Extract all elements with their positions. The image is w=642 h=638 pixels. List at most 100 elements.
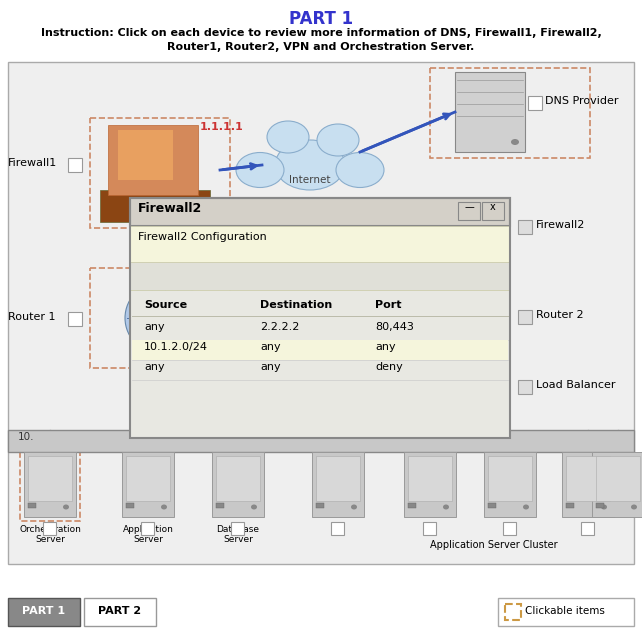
- Text: Source: Source: [144, 300, 187, 310]
- Text: any: any: [375, 342, 395, 352]
- Bar: [518, 310, 532, 324]
- Bar: [596, 503, 604, 508]
- Bar: [566, 503, 574, 508]
- Ellipse shape: [631, 505, 637, 510]
- Ellipse shape: [275, 140, 345, 190]
- Bar: [404, 452, 456, 517]
- Ellipse shape: [161, 505, 167, 510]
- Text: Firewall2: Firewall2: [138, 202, 202, 215]
- Bar: [130, 198, 510, 438]
- Text: 10.: 10.: [18, 432, 35, 442]
- Ellipse shape: [601, 505, 607, 510]
- Bar: [488, 456, 532, 501]
- Bar: [592, 452, 642, 517]
- Bar: [518, 220, 532, 234]
- Text: 1.1.1.1: 1.1.1.1: [200, 122, 244, 132]
- Bar: [216, 456, 260, 501]
- Text: Load Balancer: Load Balancer: [536, 380, 616, 390]
- Bar: [596, 456, 640, 501]
- Text: Port: Port: [375, 300, 401, 310]
- Bar: [231, 522, 244, 535]
- Ellipse shape: [511, 139, 519, 145]
- Ellipse shape: [236, 152, 284, 188]
- Ellipse shape: [351, 505, 357, 510]
- Text: x: x: [490, 202, 496, 212]
- Bar: [430, 68, 590, 158]
- Text: 80,443: 80,443: [375, 322, 414, 332]
- Bar: [108, 125, 198, 195]
- Bar: [68, 158, 82, 172]
- Text: Application
Server: Application Server: [123, 525, 173, 544]
- Text: Internet: Internet: [290, 175, 331, 185]
- Text: 2.2.2.2: 2.2.2.2: [260, 322, 299, 332]
- Bar: [212, 452, 264, 517]
- Ellipse shape: [251, 505, 257, 510]
- Bar: [90, 118, 230, 228]
- Bar: [488, 503, 496, 508]
- Ellipse shape: [125, 281, 205, 355]
- Bar: [20, 448, 80, 521]
- Bar: [316, 456, 360, 501]
- Bar: [505, 604, 521, 620]
- Bar: [8, 62, 634, 564]
- Bar: [24, 452, 76, 517]
- Text: —: —: [464, 202, 474, 212]
- Bar: [132, 340, 508, 360]
- Text: Firewall2: Firewall2: [536, 220, 586, 230]
- Bar: [28, 456, 72, 501]
- Bar: [130, 290, 510, 438]
- Text: Router 2: Router 2: [536, 310, 584, 320]
- Bar: [8, 430, 634, 452]
- Bar: [130, 262, 510, 290]
- Bar: [122, 452, 174, 517]
- Ellipse shape: [317, 124, 359, 156]
- Bar: [118, 130, 173, 180]
- Bar: [43, 522, 56, 535]
- Text: Application Server Cluster: Application Server Cluster: [430, 540, 558, 550]
- Bar: [455, 72, 525, 152]
- Text: any: any: [260, 342, 281, 352]
- Bar: [331, 522, 344, 535]
- Bar: [562, 452, 614, 517]
- Bar: [408, 456, 452, 501]
- Text: any: any: [144, 322, 164, 332]
- Bar: [484, 452, 536, 517]
- Text: any: any: [144, 362, 164, 372]
- Ellipse shape: [267, 121, 309, 153]
- Ellipse shape: [523, 505, 529, 510]
- Text: deny: deny: [375, 362, 403, 372]
- Bar: [141, 522, 154, 535]
- Text: Firewall1: Firewall1: [8, 158, 57, 168]
- Ellipse shape: [443, 505, 449, 510]
- Bar: [126, 503, 134, 508]
- Bar: [84, 598, 156, 626]
- Bar: [130, 198, 510, 226]
- Text: DNS Provider: DNS Provider: [545, 96, 618, 106]
- Bar: [216, 503, 224, 508]
- Bar: [518, 380, 532, 394]
- Bar: [458, 202, 480, 220]
- Bar: [8, 598, 80, 626]
- Bar: [482, 202, 504, 220]
- Bar: [100, 190, 210, 222]
- Bar: [126, 456, 170, 501]
- Ellipse shape: [336, 152, 384, 188]
- Text: PART 1: PART 1: [289, 10, 353, 28]
- Bar: [423, 522, 436, 535]
- Text: PART 2: PART 2: [98, 606, 142, 616]
- Bar: [68, 312, 82, 326]
- Bar: [90, 268, 230, 368]
- Bar: [130, 226, 510, 262]
- Text: Router1, Router2, VPN and Orchestration Server.: Router1, Router2, VPN and Orchestration …: [168, 42, 474, 52]
- Text: Database
Server: Database Server: [216, 525, 259, 544]
- Text: Router 1: Router 1: [8, 312, 55, 322]
- Text: any: any: [260, 362, 281, 372]
- Bar: [503, 522, 516, 535]
- Bar: [408, 503, 416, 508]
- Bar: [316, 503, 324, 508]
- Text: Orchestration
Server: Orchestration Server: [19, 525, 81, 544]
- Bar: [581, 522, 594, 535]
- Bar: [312, 452, 364, 517]
- Bar: [498, 598, 634, 626]
- Bar: [28, 503, 36, 508]
